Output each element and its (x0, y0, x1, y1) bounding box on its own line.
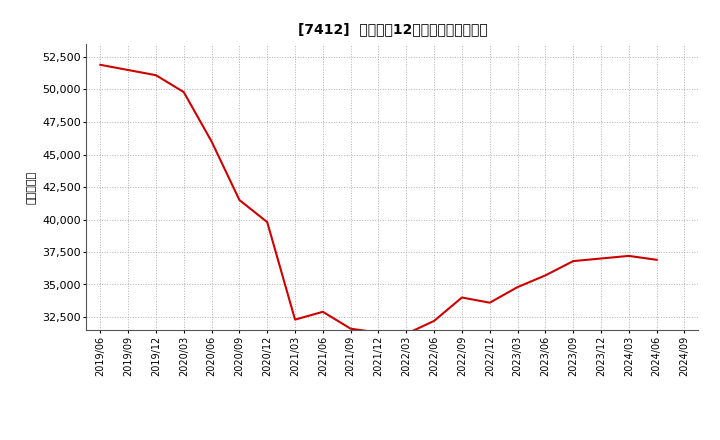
Title: [7412]  売上高の12か月移動合計の推移: [7412] 売上高の12か月移動合計の推移 (297, 22, 487, 36)
Y-axis label: （百万円）: （百万円） (27, 170, 37, 204)
